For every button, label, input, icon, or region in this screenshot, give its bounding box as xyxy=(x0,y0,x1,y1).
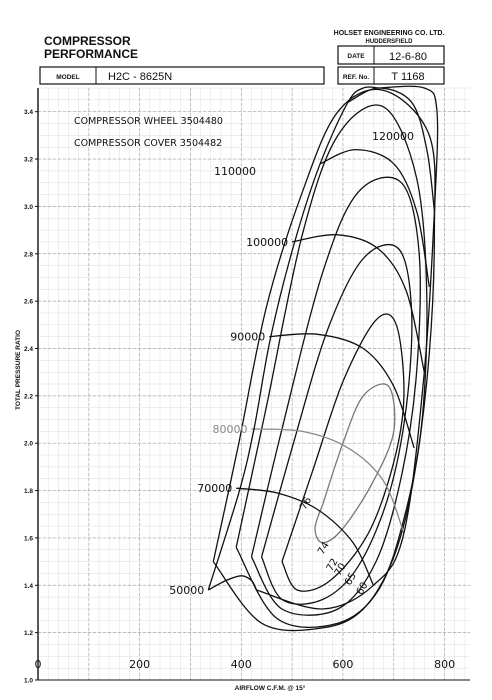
speed-label-120000: 120000 xyxy=(372,130,414,143)
efficiency-island-72 xyxy=(260,244,413,605)
y-tick-label: 2.4 xyxy=(24,346,33,353)
x-tick-label: 0 xyxy=(35,658,42,671)
y-tick-label: 3.4 xyxy=(24,109,33,116)
note-compressor-wheel: COMPRESSOR WHEEL 3504480 xyxy=(74,116,223,127)
ref-value: T 1168 xyxy=(391,71,424,83)
x-tick-label: 800 xyxy=(434,658,455,671)
company-city: HUDDERSFIELD xyxy=(365,39,413,45)
title-line-1: COMPRESSOR xyxy=(44,34,131,48)
y-tick-label: 1.2 xyxy=(24,630,33,637)
note-compressor-cover: COMPRESSOR COVER 3504482 xyxy=(74,138,222,149)
speed-label-70000: 70000 xyxy=(197,482,232,495)
ref-box: REF. No. T 1168 xyxy=(337,66,445,85)
speed-label-80000: 80000 xyxy=(212,423,247,436)
title-line-2: PERFORMANCE xyxy=(44,47,138,61)
date-box: DATE 12-6-80 xyxy=(337,45,445,65)
speed-line-70000 xyxy=(236,487,374,586)
date-label: DATE xyxy=(347,53,365,60)
y-tick-label: 1.6 xyxy=(24,535,33,542)
y-tick-label: 2.2 xyxy=(24,393,33,400)
efficiency-islands xyxy=(212,88,436,632)
y-tick-label: 1.0 xyxy=(24,678,33,685)
speed-line-50000 xyxy=(207,575,258,591)
x-tick-label: 400 xyxy=(231,658,252,671)
y-tick-label: 2.6 xyxy=(24,299,33,306)
surge-line xyxy=(207,86,379,591)
efficiency-label-76: 76 xyxy=(298,495,314,512)
speed-line-110000 xyxy=(319,148,430,288)
efficiency-label-74: 74 xyxy=(316,540,332,557)
ref-label: REF. No. xyxy=(343,74,370,81)
efficiency-label-72: 72 xyxy=(325,557,341,574)
efficiency-island-70 xyxy=(250,176,421,616)
company-name: HOLSET ENGINEERING CO. LTD. xyxy=(334,30,445,37)
speed-line-90000 xyxy=(269,333,415,449)
efficiency-island-65 xyxy=(235,104,428,628)
x-tick-label: 600 xyxy=(332,658,353,671)
speed-label-100000: 100000 xyxy=(246,236,288,249)
y-tick-label: 2.8 xyxy=(24,251,33,258)
efficiency-island-74 xyxy=(281,313,405,592)
speed-line-80000 xyxy=(251,428,405,534)
speed-label-110000: 110000 xyxy=(214,165,256,178)
model-label: MODEL xyxy=(56,74,80,81)
speed-lines xyxy=(207,87,436,591)
efficiency-island-76 xyxy=(314,383,396,544)
y-tick-label: 1.4 xyxy=(24,583,33,590)
model-box: MODEL H2C - 8625N xyxy=(39,66,325,85)
speed-line-120000 xyxy=(347,87,436,212)
efficiency-label-60: 60 xyxy=(355,580,371,597)
y-tick-labels: 1.0 1.2 1.4 1.6 1.8 2.0 2.2 2.4 2.6 2.8 3.0 3.2 3.4 xyxy=(24,109,38,685)
x-axis-title: AIRFLOW C.F.M. @ 15° xyxy=(235,684,306,692)
speed-line-100000 xyxy=(291,234,425,373)
plot-area: 1.01.21.41.61.82.02.22.42.62.83.03.23.4 … xyxy=(24,85,470,685)
x-tick-label: 200 xyxy=(129,658,150,671)
y-axis-title: TOTAL PRESSURE RATIO xyxy=(15,330,22,410)
model-value: H2C - 8625N xyxy=(108,71,172,83)
x-tick-labels: 0 200 400 600 800 xyxy=(35,658,456,671)
y-tick-label: 3.0 xyxy=(24,204,33,211)
speed-label-50000: 50000 xyxy=(169,584,204,597)
y-tick-label: 1.8 xyxy=(24,488,33,495)
date-value: 12-6-80 xyxy=(389,51,427,63)
speed-label-90000: 90000 xyxy=(230,331,265,344)
y-tick-label: 3.2 xyxy=(24,157,33,164)
choke-line xyxy=(256,85,439,610)
y-tick-label: 2.0 xyxy=(24,441,33,448)
